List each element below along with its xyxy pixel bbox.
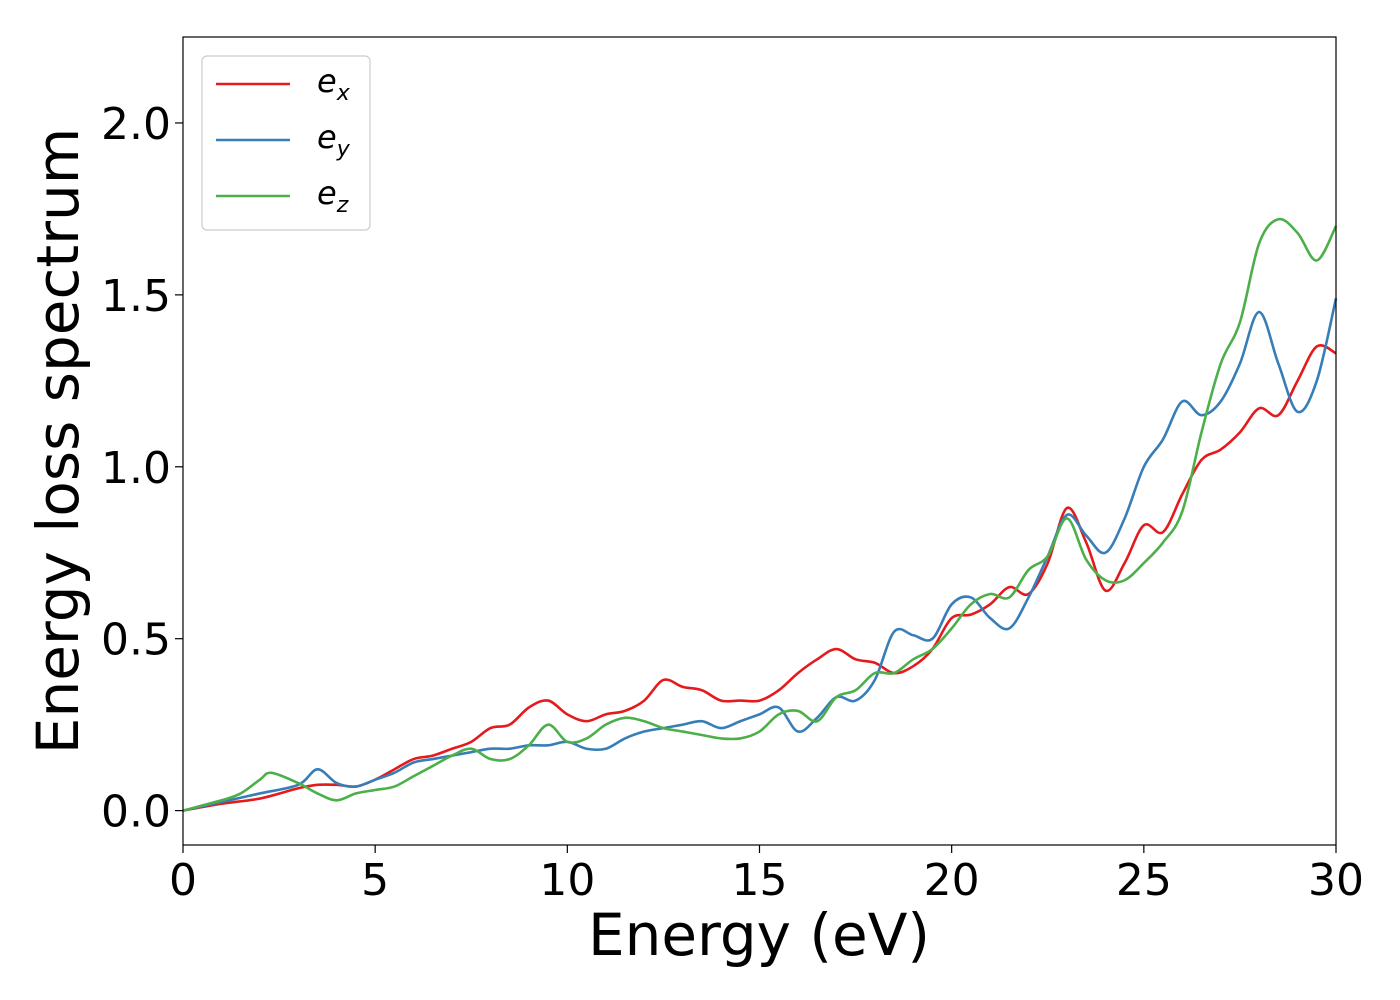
- x-tick-label: 25: [1116, 855, 1172, 906]
- series-line-e-y: [182, 298, 1338, 812]
- y-tick-label: 1.0: [101, 443, 171, 494]
- series-line-e-x: [182, 344, 1337, 812]
- legend-label-e-z: ez: [317, 174, 349, 218]
- x-tick-label: 30: [1308, 855, 1364, 906]
- legend-label-e-x: ex: [317, 62, 351, 106]
- legend: ex ey ez: [201, 55, 371, 231]
- x-tick-label: 5: [361, 855, 389, 906]
- x-tick-label: 10: [539, 855, 595, 906]
- series-line-e-z: [182, 217, 1338, 812]
- x-axis-ticks: 0 5 10 15 20 25 30: [169, 845, 1364, 906]
- plot-lines: [182, 217, 1338, 812]
- y-tick-label: 0.5: [101, 615, 171, 666]
- x-tick-label: 20: [924, 855, 980, 906]
- legend-box: [201, 55, 371, 231]
- y-axis-ticks: 0.0 0.5 1.0 1.5 2.0: [101, 99, 183, 838]
- y-axis-label: Energy loss spectrum: [24, 128, 92, 754]
- y-tick-label: 0.0: [101, 787, 171, 838]
- x-tick-label: 0: [169, 855, 197, 906]
- y-tick-label: 1.5: [101, 271, 171, 322]
- x-tick-label: 15: [732, 855, 788, 906]
- y-tick-label: 2.0: [101, 99, 171, 150]
- legend-label-e-y: ey: [317, 118, 351, 162]
- x-axis-label: Energy (eV): [588, 901, 930, 969]
